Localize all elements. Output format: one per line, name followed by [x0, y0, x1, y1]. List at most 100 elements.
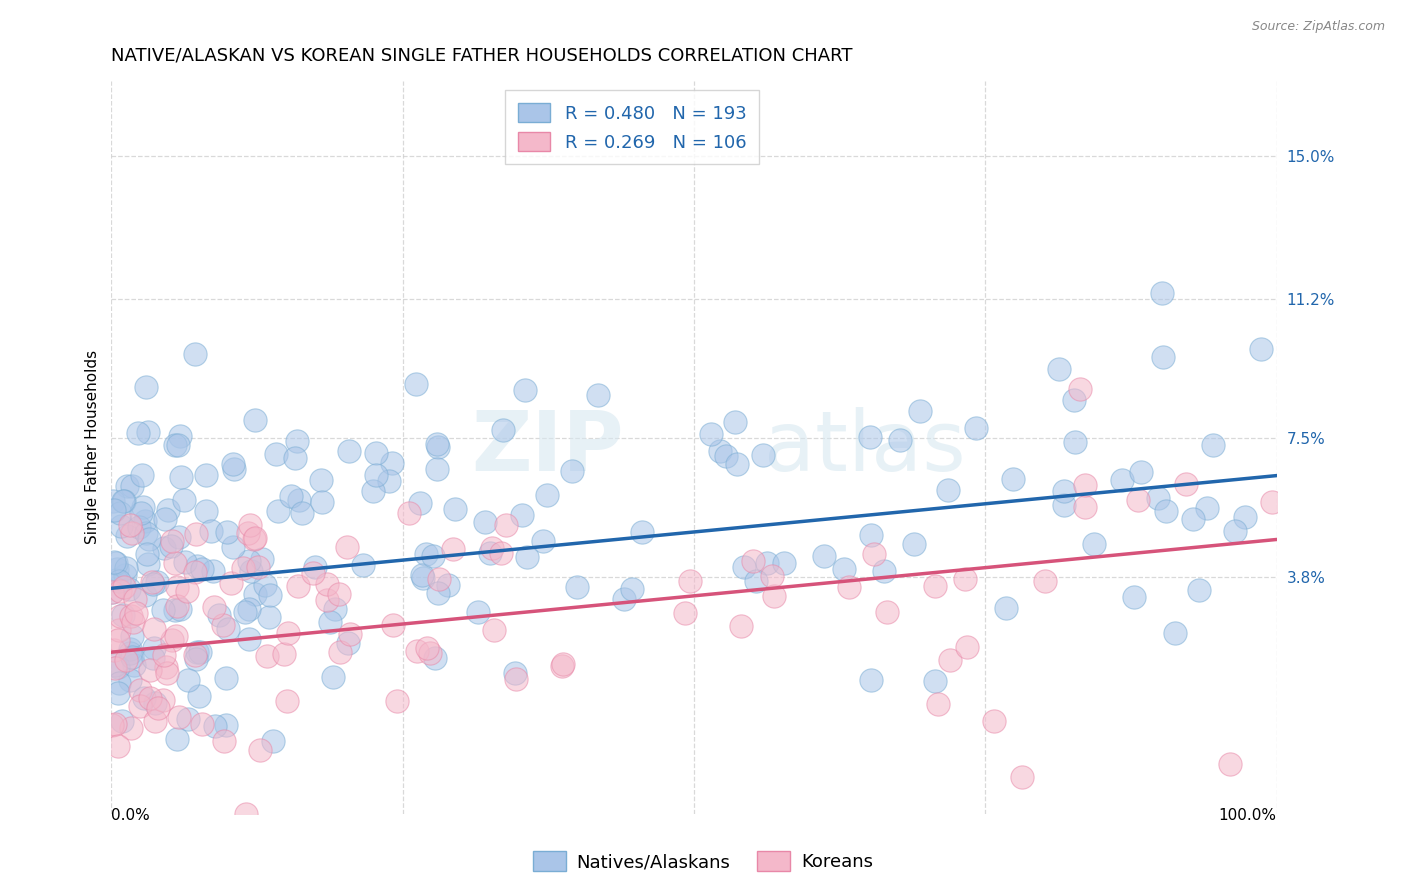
Point	[169, 602, 191, 616]
Point	[725, 457, 748, 471]
Point	[186, 652, 208, 666]
Point	[264, 447, 287, 461]
Point	[366, 446, 388, 460]
Point	[700, 427, 723, 442]
Point	[423, 651, 446, 665]
Point	[195, 503, 218, 517]
Point	[724, 415, 747, 429]
Point	[859, 673, 882, 687]
Point	[336, 540, 359, 554]
Point	[143, 622, 166, 636]
Point	[184, 527, 207, 541]
Point	[212, 733, 235, 747]
Point	[1126, 493, 1149, 508]
Point	[232, 560, 254, 574]
Point	[114, 560, 136, 574]
Point	[1129, 465, 1152, 479]
Point	[755, 557, 778, 571]
Point	[1152, 350, 1174, 364]
Point	[262, 734, 284, 748]
Text: NATIVE/ALASKAN VS KOREAN SINGLE FATHER HOUSEHOLDS CORRELATION CHART: NATIVE/ALASKAN VS KOREAN SINGLE FATHER H…	[111, 46, 853, 64]
Point	[129, 507, 152, 521]
Point	[415, 548, 437, 562]
Point	[437, 578, 460, 592]
Point	[1083, 537, 1105, 551]
Point	[135, 380, 157, 394]
Point	[337, 444, 360, 458]
Point	[238, 518, 260, 533]
Point	[125, 606, 148, 620]
Point	[247, 559, 270, 574]
Point	[165, 556, 187, 570]
Point	[135, 547, 157, 561]
Point	[551, 657, 574, 672]
Point	[249, 743, 271, 757]
Point	[965, 421, 987, 435]
Point	[107, 739, 129, 753]
Point	[132, 691, 155, 706]
Point	[1001, 473, 1024, 487]
Point	[204, 719, 226, 733]
Point	[714, 450, 737, 464]
Point	[1223, 524, 1246, 538]
Point	[169, 710, 191, 724]
Point	[416, 640, 439, 655]
Point	[238, 525, 260, 540]
Point	[208, 608, 231, 623]
Point	[254, 578, 277, 592]
Point	[311, 473, 333, 487]
Point	[1052, 484, 1074, 499]
Point	[108, 584, 131, 599]
Point	[141, 576, 163, 591]
Point	[259, 589, 281, 603]
Point	[243, 412, 266, 426]
Point	[1073, 500, 1095, 515]
Point	[136, 425, 159, 440]
Point	[953, 572, 976, 586]
Point	[763, 589, 786, 603]
Point	[444, 501, 467, 516]
Point	[143, 714, 166, 728]
Point	[243, 587, 266, 601]
Point	[215, 524, 238, 539]
Point	[101, 584, 124, 599]
Legend: Natives/Alaskans, Koreans: Natives/Alaskans, Koreans	[526, 844, 880, 879]
Point	[863, 548, 886, 562]
Point	[561, 464, 583, 478]
Point	[1064, 434, 1087, 449]
Point	[191, 562, 214, 576]
Point	[620, 582, 643, 596]
Legend: R = 0.480   N = 193, R = 0.269   N = 106: R = 0.480 N = 193, R = 0.269 N = 106	[505, 90, 759, 164]
Point	[111, 607, 134, 622]
Point	[165, 629, 187, 643]
Point	[152, 692, 174, 706]
Point	[238, 632, 260, 646]
Point	[122, 658, 145, 673]
Point	[673, 606, 696, 620]
Point	[222, 540, 245, 554]
Point	[859, 429, 882, 443]
Point	[1069, 383, 1091, 397]
Point	[733, 560, 755, 574]
Point	[115, 653, 138, 667]
Point	[120, 609, 142, 624]
Point	[285, 434, 308, 449]
Text: atlas: atlas	[763, 407, 966, 488]
Point	[361, 483, 384, 498]
Point	[233, 605, 256, 619]
Point	[838, 581, 860, 595]
Point	[166, 580, 188, 594]
Text: 0.0%: 0.0%	[111, 808, 150, 823]
Point	[120, 721, 142, 735]
Point	[191, 717, 214, 731]
Point	[903, 537, 925, 551]
Text: Source: ZipAtlas.com: Source: ZipAtlas.com	[1251, 20, 1385, 33]
Point	[243, 531, 266, 545]
Point	[118, 517, 141, 532]
Point	[1219, 756, 1241, 771]
Point	[103, 503, 125, 517]
Point	[169, 429, 191, 443]
Point	[536, 488, 558, 502]
Point	[257, 610, 280, 624]
Text: ZIP: ZIP	[471, 407, 624, 488]
